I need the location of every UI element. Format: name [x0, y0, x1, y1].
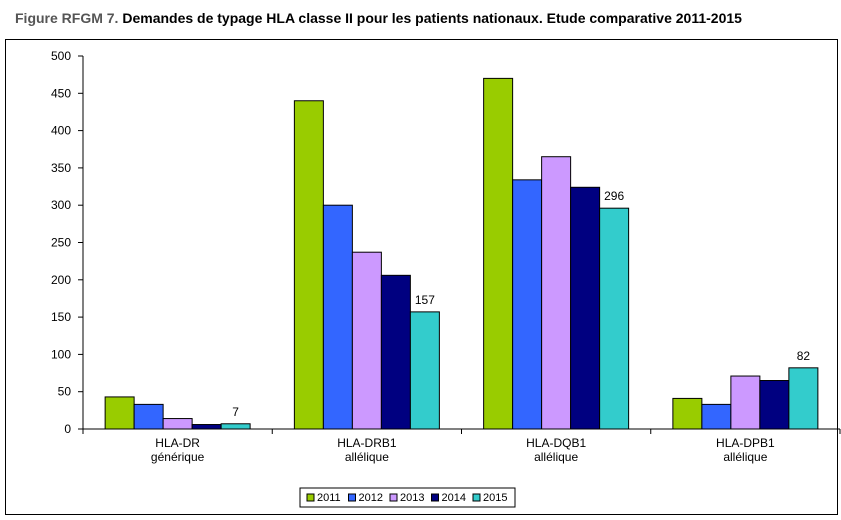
legend-swatch-2012: [348, 493, 356, 502]
x-category-label: allélique: [534, 450, 578, 464]
x-category-label: HLA-DPB1: [716, 436, 775, 450]
bar-2012: [701, 403, 732, 430]
y-tick-label: 350: [51, 161, 71, 175]
x-category-label: HLA-DQB1: [526, 436, 586, 450]
chart-frame: [5, 39, 838, 515]
bar-2014: [380, 274, 411, 430]
bar-2012: [322, 204, 353, 430]
bar-2011: [104, 396, 135, 430]
y-tick-label: 0: [64, 422, 71, 436]
y-tick-label: 300: [51, 198, 71, 212]
chart-title: Figure RFGM 7. Demandes de typage HLA cl…: [15, 10, 742, 26]
x-category-label: HLA-DR: [155, 436, 200, 450]
y-tick-label: 200: [51, 273, 71, 287]
legend-swatch-2015: [472, 493, 481, 502]
bar-2013: [351, 251, 382, 430]
bar-2011: [293, 100, 324, 430]
y-tick-label: 250: [51, 236, 71, 250]
bar-2014: [191, 424, 222, 430]
chart-title-text: Demandes de typage HLA classe II pour le…: [122, 10, 742, 26]
bar-2011: [483, 77, 514, 430]
data-label: 296: [604, 189, 624, 203]
bar-2014: [570, 186, 601, 430]
legend-box: [299, 487, 516, 508]
y-tick-label: 100: [51, 347, 71, 361]
legend-swatch-2013: [389, 493, 398, 502]
legend-label: 2013: [400, 492, 424, 504]
bar-2015: [409, 311, 440, 430]
x-category-label: HLA-DRB1: [337, 436, 397, 450]
y-tick-label: 400: [51, 124, 71, 138]
data-label: 157: [415, 293, 435, 307]
legend-label: 2014: [442, 492, 466, 504]
bar-2015: [220, 423, 251, 430]
legend-swatch-2011: [306, 493, 315, 502]
y-tick-label: 450: [51, 86, 71, 100]
bar-2015: [788, 367, 819, 430]
y-tick-label: 50: [58, 385, 72, 399]
bar-2012: [512, 179, 543, 430]
bar-2012: [133, 403, 164, 430]
data-label: 7: [232, 405, 239, 419]
legend-label: 2015: [483, 492, 507, 504]
y-tick-label: 500: [51, 49, 71, 63]
bar-2013: [730, 375, 761, 430]
bar-2014: [759, 380, 790, 430]
y-tick-label: 150: [51, 310, 71, 324]
x-category-label: générique: [151, 450, 205, 464]
legend-swatch-2014: [431, 493, 439, 502]
x-category-label: allélique: [723, 450, 767, 464]
bar-2013: [541, 156, 572, 430]
bar-2011: [672, 397, 703, 430]
legend-label: 2012: [359, 492, 383, 504]
x-category-label: allélique: [345, 450, 389, 464]
figure-number: Figure RFGM 7.: [15, 10, 119, 26]
bar-2013: [162, 418, 193, 430]
data-label: 82: [797, 349, 811, 363]
legend-label: 2011: [317, 492, 341, 504]
bar-2015: [599, 207, 630, 430]
